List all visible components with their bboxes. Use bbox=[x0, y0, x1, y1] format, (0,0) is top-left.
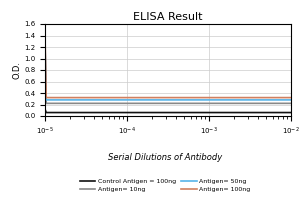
Title: ELISA Result: ELISA Result bbox=[133, 12, 203, 22]
Y-axis label: O.D.: O.D. bbox=[12, 61, 21, 79]
Text: Serial Dilutions of Antibody: Serial Dilutions of Antibody bbox=[108, 153, 222, 162]
Legend: Control Antigen = 100ng, Antigen= 10ng, Antigen= 50ng, Antigen= 100ng: Control Antigen = 100ng, Antigen= 10ng, … bbox=[77, 176, 253, 195]
